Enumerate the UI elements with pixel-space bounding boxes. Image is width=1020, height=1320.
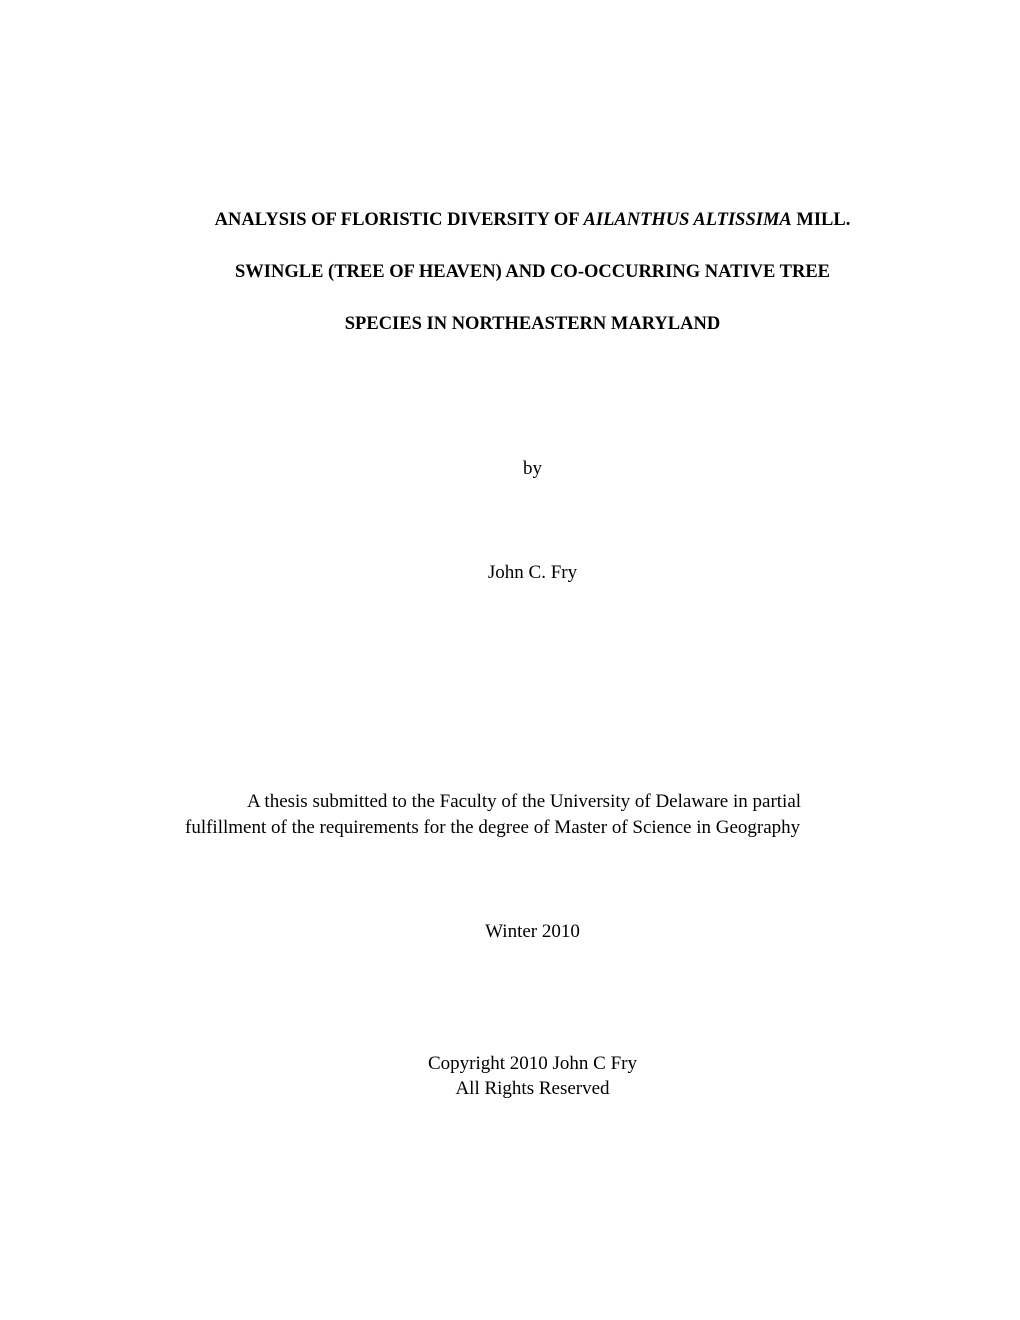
copyright-notice: Copyright 2010 John C Fry All Rights Res…: [185, 1051, 880, 1102]
title-line-2: SWINGLE (TREE OF HEAVEN) AND CO-OCCURRIN…: [185, 247, 880, 299]
title-line-1: ANALYSIS OF FLORISTIC DIVERSITY OF AILAN…: [185, 195, 880, 247]
copyright-line-1: Copyright 2010 John C Fry: [185, 1051, 880, 1077]
title-line-1-prefix: ANALYSIS OF FLORISTIC DIVERSITY OF: [215, 210, 584, 230]
thesis-statement: A thesis submitted to the Faculty of the…: [185, 789, 880, 840]
title-line-1-suffix: MILL.: [792, 210, 851, 230]
title-line-1-italic: AILANTHUS ALTISSIMA: [584, 210, 792, 230]
copyright-line-2: All Rights Reserved: [185, 1076, 880, 1102]
by-label: by: [185, 458, 880, 480]
author-name: John C. Fry: [185, 562, 880, 584]
thesis-title: ANALYSIS OF FLORISTIC DIVERSITY OF AILAN…: [185, 195, 880, 350]
title-line-3: SPECIES IN NORTHEASTERN MARYLAND: [185, 299, 880, 351]
thesis-date: Winter 2010: [185, 921, 880, 943]
